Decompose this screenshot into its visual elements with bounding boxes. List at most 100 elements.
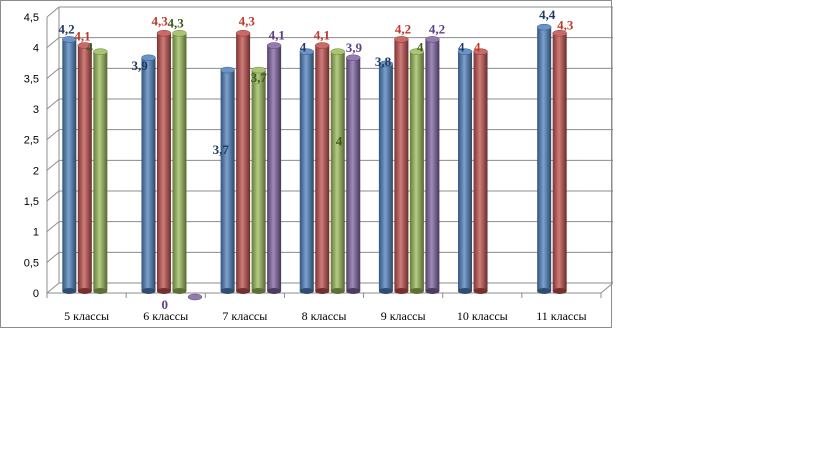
bar-base xyxy=(346,288,361,294)
data-label: 4 xyxy=(474,40,481,55)
data-label: 4 xyxy=(300,40,307,55)
chart-frame: 0 0,5 1 1,5 2 2,5 3 3,5 4 4,5 5 классы 6 классы 7 кл… xyxy=(0,0,613,328)
gridline-depth xyxy=(46,67,60,79)
bar-base xyxy=(141,288,156,294)
y-tick-label: 0 xyxy=(33,288,39,300)
bar-cap xyxy=(315,42,330,49)
x-category-label: 8 классы xyxy=(302,309,347,323)
bar-base xyxy=(425,288,440,294)
x-category-label: 7 классы xyxy=(222,309,267,323)
bar-cap xyxy=(235,30,251,37)
bar-cap xyxy=(187,293,203,301)
bar-base xyxy=(299,288,314,294)
bar-base xyxy=(267,288,282,294)
bar-base xyxy=(315,288,330,294)
bar xyxy=(251,70,266,291)
gridline-depth xyxy=(46,221,60,233)
data-label: 4,3 xyxy=(167,15,184,30)
bar-cap xyxy=(141,54,156,62)
data-label: 3,9 xyxy=(131,58,148,73)
x-category-label: 5 классы xyxy=(64,309,109,323)
bar-base xyxy=(330,288,345,294)
bar-cap xyxy=(473,48,488,55)
bar xyxy=(156,33,171,292)
data-label: 4 xyxy=(336,134,343,149)
bar-cap xyxy=(536,23,552,31)
bar-cap xyxy=(266,42,282,49)
y-tick-label: 3,5 xyxy=(24,73,39,85)
gridline-depth xyxy=(46,98,60,110)
data-label: 3,9 xyxy=(346,40,363,55)
bar-cap xyxy=(425,36,440,43)
bar-cap xyxy=(457,48,473,55)
y-tick-label: 4,5 xyxy=(24,12,39,24)
bar xyxy=(141,57,156,291)
bar-cap xyxy=(394,36,409,43)
data-label: 4 xyxy=(458,40,465,55)
bar xyxy=(93,51,108,291)
bar-base xyxy=(409,288,424,294)
y-tick-label: 0,5 xyxy=(24,257,39,269)
data-label: 3,8 xyxy=(375,54,392,69)
bar xyxy=(346,57,361,291)
bar-base xyxy=(77,288,92,294)
data-label: 4,1 xyxy=(269,28,285,43)
bar-cap xyxy=(62,36,77,43)
gridline-depth xyxy=(46,159,60,171)
bar-cap xyxy=(172,30,187,37)
bar-cap xyxy=(378,60,394,68)
gridline-depth xyxy=(46,251,60,263)
data-label: 4,1 xyxy=(314,28,330,43)
bar-base xyxy=(236,288,251,294)
bar xyxy=(220,70,235,291)
x-category-label: 6 классы xyxy=(143,309,188,323)
data-label: 4,2 xyxy=(58,21,74,36)
data-label: 4,3 xyxy=(151,13,168,28)
bar-base xyxy=(394,288,409,294)
gridline-depth xyxy=(46,282,60,294)
data-label: 4 xyxy=(417,40,424,55)
bar-cap xyxy=(156,30,172,37)
gridline-depth xyxy=(46,37,60,49)
bar-cap xyxy=(346,54,361,62)
bar xyxy=(552,33,567,292)
y-tick-label: 3 xyxy=(33,104,39,116)
bar xyxy=(267,45,282,292)
data-label: 4,4 xyxy=(539,7,556,22)
bar xyxy=(394,39,409,292)
gridline-depth xyxy=(46,6,60,18)
y-tick-label: 2,5 xyxy=(24,135,39,147)
bar xyxy=(315,45,330,292)
bar-cap xyxy=(220,66,235,74)
bar-cap xyxy=(251,66,266,74)
bar xyxy=(330,51,345,291)
floor-edge xyxy=(600,282,613,294)
bar xyxy=(77,45,92,292)
bar-base xyxy=(220,288,235,294)
bar-cap xyxy=(409,48,425,55)
x-category-label: 9 классы xyxy=(381,309,426,323)
bar-base xyxy=(172,288,187,294)
data-label: 4,2 xyxy=(429,21,445,36)
x-category-label: 10 классы xyxy=(457,309,508,323)
bar-base xyxy=(473,288,488,294)
gridline-depth xyxy=(46,190,60,202)
bar-cap xyxy=(299,48,314,55)
bar-base xyxy=(93,288,108,294)
bar xyxy=(425,39,440,292)
y-tick-label: 1 xyxy=(33,227,39,239)
bar-base xyxy=(552,288,567,294)
data-label: 3,7 xyxy=(251,70,268,85)
data-label: 4,1 xyxy=(74,29,90,44)
bar-chart: 0 0,5 1 1,5 2 2,5 3 3,5 4 4,5 5 классы 6 классы 7 кл… xyxy=(24,6,613,323)
bar-base xyxy=(537,288,552,294)
data-label: 4 xyxy=(86,40,93,55)
bar xyxy=(458,51,473,291)
bar xyxy=(409,51,424,291)
bar xyxy=(537,27,552,292)
bar-base xyxy=(378,288,393,294)
y-tick-label: 2 xyxy=(33,165,39,177)
data-label: 4,3 xyxy=(239,13,256,28)
bar-cap xyxy=(552,30,567,37)
data-label: 0 xyxy=(161,297,168,312)
